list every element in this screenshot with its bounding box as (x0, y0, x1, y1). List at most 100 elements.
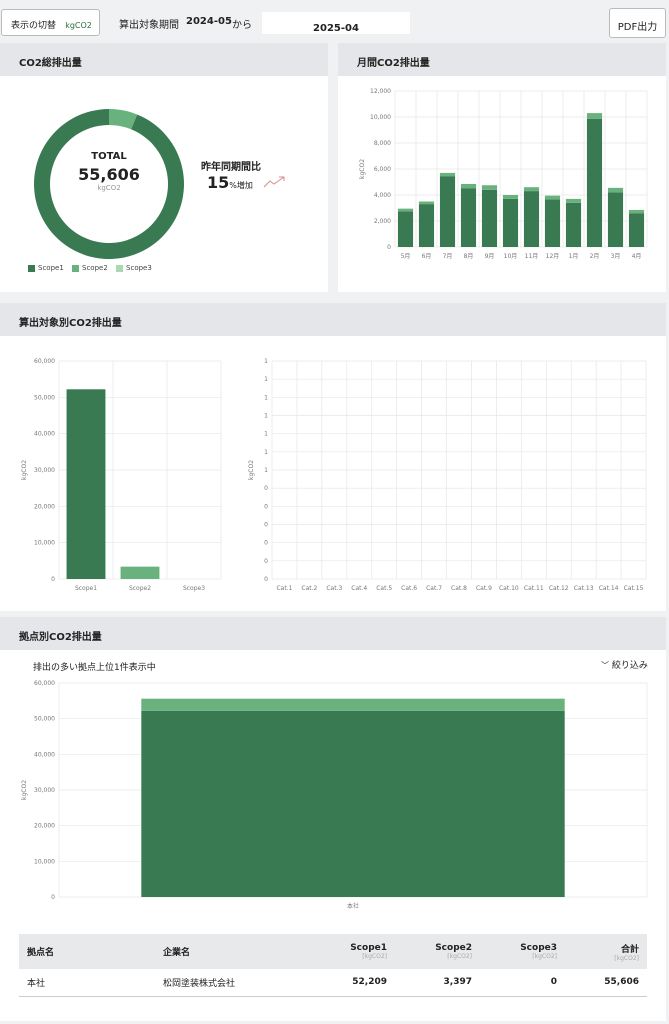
legend-scope2: Scope2 (72, 264, 108, 272)
y-tick-label: 10,000 (34, 540, 55, 547)
y-tick-label: 0 (264, 503, 268, 510)
bar-4月-Scope2 (628, 209, 645, 214)
site-table-header: 拠点名 企業名 Scope1 [kgCO2] Scope2 [kgCO2] Scop… (19, 934, 647, 969)
bar-1月-Scope1 (565, 202, 582, 247)
chevron-down-icon: ﹀ (601, 661, 609, 670)
scope-bar-chart: 0 10,000 20,000 30,000 40,000 50,000 60,000 Sco… (21, 358, 222, 592)
pdf-export-button[interactable]: PDF出力 (609, 8, 666, 38)
y-tick-label: 2,000 (374, 218, 391, 225)
x-tick-label: 8月 (464, 253, 474, 260)
x-tick-label: 9月 (485, 253, 495, 260)
donut-slice-Scope2 (109, 109, 138, 130)
cell-scope2: 3,397 (443, 977, 472, 988)
x-tick-label: 2月 (590, 253, 600, 260)
category-bar-chart: 0 0 0 0 0 0 1 1 1 1 1 1 1 Cat.1 Cat.2 Cat.3 Cat.4 Cat.5 Ca… (248, 358, 647, 592)
yoy-value: 15 (207, 173, 230, 192)
y-tick-label: 1 (264, 394, 268, 401)
y-tick-label: 50,000 (34, 716, 55, 723)
period-end-value: 2025-04 (313, 23, 359, 34)
bar-本社-Scope1 (141, 710, 565, 897)
x-tick-label: Cat.9 (476, 585, 492, 592)
x-tick-label: Cat.14 (599, 585, 619, 592)
category-emission-panel: 算出対象別CO2排出量 0 10,000 20,000 30,000 40,000 50,… (0, 303, 666, 611)
y-tick-label: 1 (264, 431, 268, 438)
y-tick-label: 0 (51, 894, 55, 901)
cell-total: 55,606 (604, 977, 639, 988)
y-tick-label: 1 (264, 358, 268, 365)
yoy-label: 昨年同期間比 (201, 162, 261, 173)
y-axis-label: kgCO2 (248, 460, 255, 480)
y-axis-label: kgCO2 (21, 460, 28, 480)
bar-12月-Scope1 (544, 199, 561, 247)
cell-scope3: 0 (550, 977, 557, 988)
bar-5月-Scope2 (397, 208, 414, 212)
period-start[interactable]: 2024-05 (186, 16, 232, 27)
display-toggle-label: 表示の切替 (11, 21, 57, 31)
col-scope1: Scope1 [kgCO2] (350, 943, 387, 960)
total-unit: kgCO2 (97, 184, 121, 192)
y-tick-label: 8,000 (374, 140, 391, 147)
col-scope3: Scope3 [kgCO2] (520, 943, 557, 960)
bar-11月-Scope2 (523, 187, 540, 192)
y-tick-label: 1 (264, 413, 268, 420)
x-tick-label: Scope1 (75, 585, 97, 592)
col-site-name: 拠点名 (27, 948, 55, 958)
y-tick-label: 12,000 (370, 88, 391, 95)
table-row[interactable]: 本社 松岡塗装株式会社 52,209 3,397 0 55,606 (19, 969, 647, 996)
bar-Scope2-Scope1 (120, 566, 160, 579)
legend-scope1: Scope1 (28, 264, 64, 272)
x-tick-label: 3月 (611, 253, 621, 260)
cell-scope1: 52,209 (352, 977, 387, 988)
col-total: 合計 [kgCO2] (614, 944, 639, 962)
period-end-input[interactable]: 2025-04 (262, 12, 410, 34)
period-label: 算出対象期間 (119, 20, 179, 31)
total-value: 55,606 (78, 165, 140, 184)
monthly-emission-title: 月間CO2排出量 (338, 43, 666, 76)
y-tick-label: 1 (264, 376, 268, 383)
col-company-name: 企業名 (163, 948, 191, 958)
x-tick-label: 11月 (525, 253, 539, 260)
bar-2月-Scope1 (586, 118, 603, 247)
y-axis-label: kgCO2 (359, 159, 366, 179)
site-bar-chart: 0 10,000 20,000 30,000 40,000 50,000 60,000 本社 k… (21, 680, 648, 910)
unit-badge: kgCO2 (65, 21, 92, 30)
x-tick-label: 1月 (569, 253, 579, 260)
y-tick-label: 0 (264, 522, 268, 529)
x-tick-label: Cat.7 (426, 585, 442, 592)
yoy-suffix: %増加 (229, 181, 253, 190)
y-tick-label: 0 (387, 244, 391, 251)
legend-swatch-scope3 (116, 264, 124, 272)
x-tick-label: Scope2 (129, 585, 151, 592)
x-tick-label: Cat.1 (276, 585, 292, 592)
filter-button[interactable]: ﹀ 絞り込み (601, 658, 648, 671)
site-subtitle: 排出の多い拠点上位1件表示中 (33, 663, 156, 673)
y-axis-label: kgCO2 (21, 780, 28, 800)
legend-swatch-scope1 (28, 264, 35, 272)
bar-4月-Scope1 (628, 213, 645, 247)
bar-2月-Scope2 (586, 113, 603, 119)
bar-7月-Scope2 (439, 172, 456, 177)
x-tick-label: Cat.15 (624, 585, 644, 592)
x-tick-label: Cat.8 (451, 585, 467, 592)
x-tick-label: Cat.5 (376, 585, 392, 592)
x-tick-label: Cat.13 (574, 585, 594, 592)
display-toggle-button[interactable]: 表示の切替 kgCO2 (1, 9, 100, 36)
x-tick-label: 7月 (443, 253, 453, 260)
y-tick-label: 10,000 (370, 114, 391, 121)
x-tick-label: 本社 (347, 902, 359, 910)
site-table: 拠点名 企業名 Scope1 [kgCO2] Scope2 [kgCO2] Scop… (19, 934, 647, 997)
monthly-emission-panel: 月間CO2排出量 0 2,000 4,000 6,000 8,000 10,000 12,0… (338, 43, 666, 292)
cell-site-name: 本社 (27, 978, 46, 989)
y-tick-label: 0 (264, 540, 268, 547)
y-tick-label: 40,000 (34, 751, 55, 758)
bar-6月-Scope1 (418, 204, 435, 247)
bar-6月-Scope2 (418, 201, 435, 205)
y-tick-label: 10,000 (34, 858, 55, 865)
y-tick-label: 1 (264, 467, 268, 474)
x-tick-label: Cat.3 (326, 585, 342, 592)
bar-10月-Scope1 (502, 198, 519, 247)
x-tick-label: 12月 (546, 253, 560, 260)
monthly-bar-chart: 0 2,000 4,000 6,000 8,000 10,000 12,000 5月 6月 7月 8… (359, 88, 648, 260)
y-tick-label: 60,000 (34, 358, 55, 365)
y-tick-label: 6,000 (374, 166, 391, 173)
